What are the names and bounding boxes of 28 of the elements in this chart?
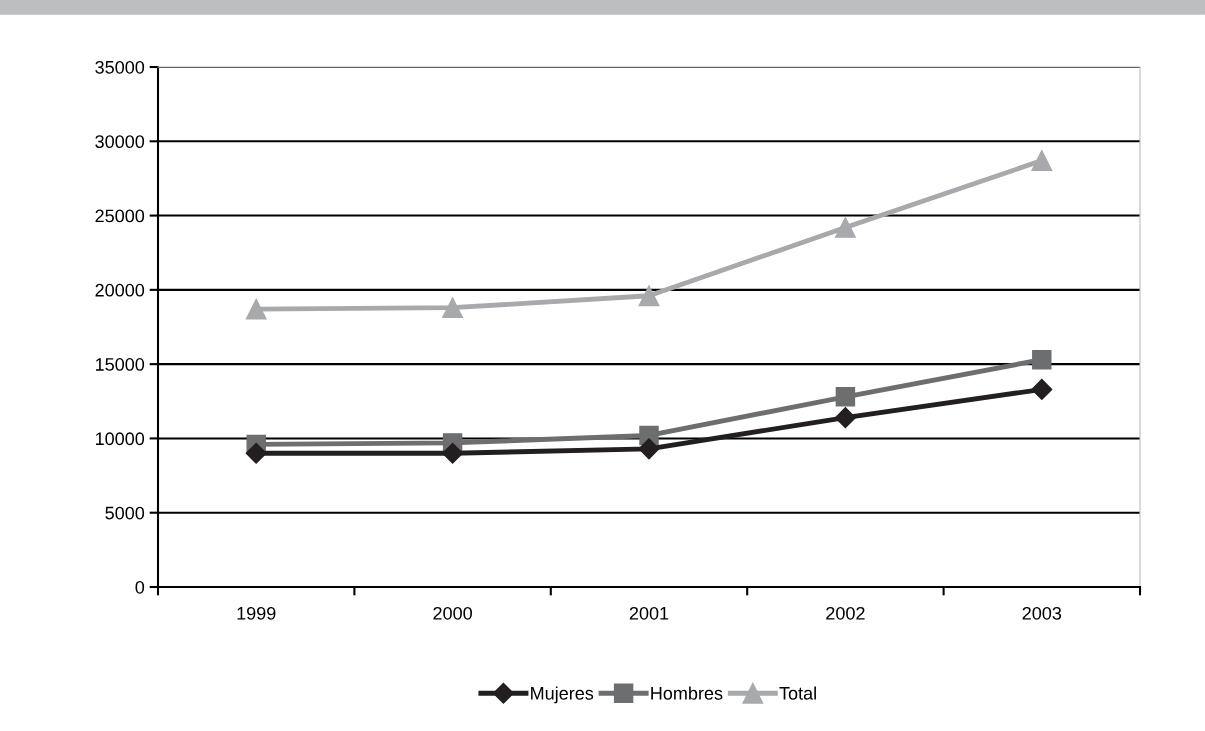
y-tick-label: 15000 — [95, 358, 145, 371]
y-tick-label: 10000 — [95, 432, 145, 446]
point — [638, 285, 660, 307]
point — [442, 442, 464, 464]
point — [442, 297, 464, 319]
legend-label: Hombres — [651, 686, 723, 700]
point — [1032, 349, 1052, 370]
y-tick-label: 25000 — [95, 209, 145, 223]
point — [834, 217, 856, 238]
x-tick-label: 2001 — [629, 606, 669, 620]
y-tick-label: 20000 — [95, 283, 145, 297]
x-tick-label: 1999 — [237, 606, 276, 620]
x-tick-label: 2000 — [433, 606, 472, 620]
y-tick-label: 5000 — [105, 506, 145, 520]
point — [1031, 378, 1053, 400]
x-tick-label: 2002 — [826, 606, 865, 620]
point — [834, 407, 856, 429]
x-tick-label: 2003 — [1022, 606, 1062, 620]
point — [835, 387, 856, 407]
y-tick-label: 0 — [135, 580, 145, 594]
legend-label: Total — [779, 686, 816, 700]
point — [245, 442, 267, 464]
point — [245, 298, 267, 320]
y-tick-label: 35000 — [95, 60, 145, 74]
y-tick-label: 30000 — [95, 135, 145, 149]
legend-label: Mujeres — [531, 686, 594, 704]
point — [638, 438, 660, 460]
point — [1031, 150, 1053, 172]
